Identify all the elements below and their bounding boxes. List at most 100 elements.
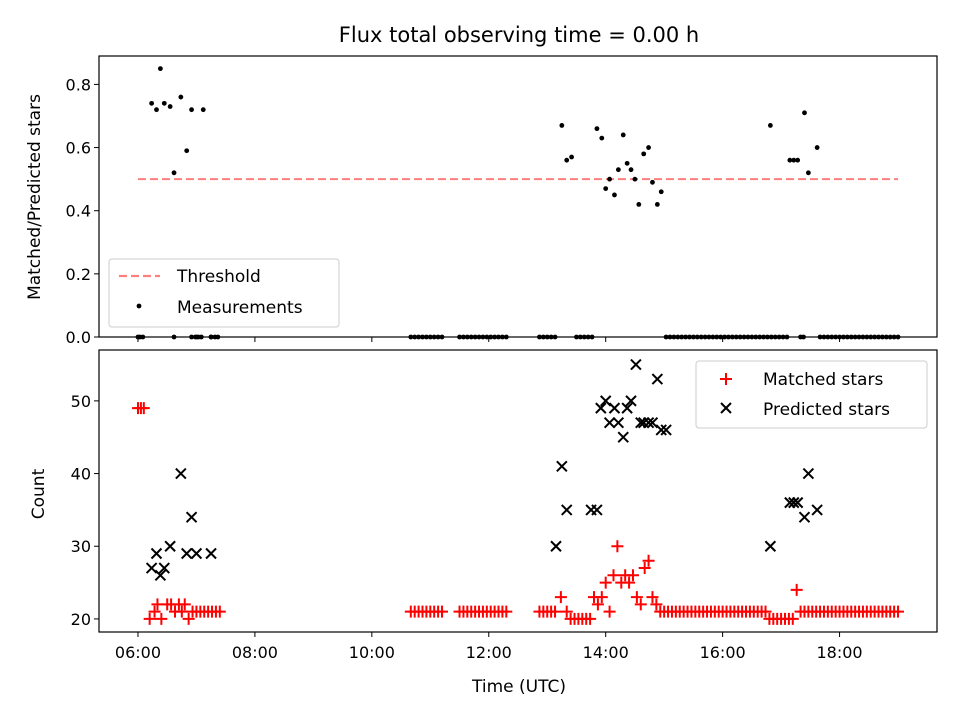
predicted-stars-marker — [164, 540, 176, 552]
matched-stars-marker — [584, 612, 597, 625]
bottom-y-tick-label: 20 — [71, 610, 91, 629]
measurement-point — [607, 176, 612, 182]
matched-stars-marker — [137, 402, 150, 415]
matched-stars-marker — [630, 591, 643, 604]
matched-stars-marker — [603, 605, 616, 618]
measurement-point — [167, 104, 173, 109]
matched-stars-marker — [549, 605, 562, 618]
matched-stars-marker — [638, 562, 651, 575]
predicted-stars-marker — [603, 416, 616, 429]
top-plot-panel: 0.00.20.40.60.8 Matched/Predicted stars … — [25, 55, 938, 347]
measurement-point — [603, 186, 609, 192]
predicted-stars-marker — [205, 547, 217, 560]
legend-matched-swatch — [720, 373, 732, 385]
measurement-point — [650, 179, 655, 185]
matched-stars-marker — [786, 612, 799, 625]
predicted-stars-marker — [642, 416, 655, 429]
measurement-point — [178, 94, 184, 100]
measurement-point — [200, 107, 206, 113]
predicted-stars-marker — [608, 402, 621, 414]
measurement-point — [654, 201, 660, 207]
top-y-tick-label: 0.8 — [66, 75, 91, 94]
predicted-stars-marker — [625, 395, 637, 407]
measurement-point — [184, 148, 190, 154]
legend-matched-label: Matched stars — [763, 370, 883, 390]
bottom-x-tick-label: 16:00 — [700, 643, 746, 662]
matched-stars-marker — [642, 554, 655, 567]
matched-stars-marker — [435, 605, 448, 618]
measurement-point — [791, 157, 797, 163]
matched-stars-marker — [143, 612, 156, 625]
predicted-stars-marker — [764, 540, 777, 552]
predicted-stars-marker — [180, 547, 193, 560]
predicted-stars-marker — [637, 416, 650, 429]
measurement-point — [564, 157, 570, 163]
matched-stars-marker — [790, 583, 803, 596]
measurement-point — [658, 189, 664, 195]
predicted-stars-marker — [185, 511, 198, 523]
measurement-point — [599, 135, 605, 141]
measurement-point — [787, 157, 793, 163]
measurement-point — [161, 100, 167, 106]
bottom-y-tick-label: 40 — [71, 465, 91, 484]
predicted-stars-marker — [175, 467, 187, 480]
matched-stars-marker — [623, 576, 636, 589]
predicted-stars-marker — [154, 569, 167, 582]
top-y-tick-label: 0.2 — [66, 265, 91, 284]
measurement-point — [628, 167, 634, 173]
x-axis-label: Time (UTC) — [471, 677, 566, 697]
chart-title: Flux total observing time = 0.00 h — [339, 23, 699, 47]
matched-stars-marker — [599, 576, 612, 589]
top-y-tick-label: 0.0 — [66, 328, 91, 347]
measurement-point — [802, 110, 807, 116]
predicted-stars-marker — [788, 496, 800, 509]
measurement-point — [805, 170, 811, 176]
predicted-stars-marker — [655, 424, 667, 436]
matched-stars-marker — [182, 612, 195, 625]
measurement-point — [594, 126, 600, 132]
matched-stars-marker — [892, 605, 905, 618]
matched-stars-marker — [611, 540, 624, 553]
predicted-stars-marker — [158, 562, 170, 574]
matched-stars-marker — [650, 598, 663, 611]
top-legend-box — [108, 258, 340, 328]
legend-measurements-swatch — [136, 303, 142, 309]
bottom-y-tick-label: 50 — [71, 392, 91, 411]
matched-stars-marker — [646, 591, 659, 604]
bottom-legend-box — [695, 360, 928, 429]
predicted-stars-marker — [145, 562, 158, 574]
measurement-point — [814, 145, 820, 150]
measurement-point — [795, 157, 801, 163]
predicted-stars-marker — [561, 504, 573, 516]
measurement-point — [632, 176, 638, 182]
matched-stars-marker — [607, 569, 620, 582]
matched-stars-marker — [634, 598, 647, 611]
bottom-x-tick-label: 06:00 — [115, 643, 161, 662]
measurement-point — [149, 100, 155, 106]
predicted-stars-marker — [550, 540, 562, 552]
matched-stars-marker — [759, 605, 772, 618]
predicted-stars-marker — [791, 496, 804, 509]
bottom-plot-panel: 20 30 40 50 06:00 08:00 10:00 12:00 14:00 16:00 1… — [29, 349, 938, 697]
matched-stars-marker — [560, 605, 573, 618]
predicted-stars-marker — [150, 547, 163, 560]
predicted-stars-marker — [660, 424, 672, 436]
measurement-point — [615, 167, 621, 173]
measurement-point — [189, 107, 194, 113]
predicted-stars-marker — [595, 402, 607, 414]
predicted-stars-marker — [617, 431, 629, 443]
top-y-axis-label: Matched/Predicted stars — [25, 94, 45, 300]
legend-predicted-label: Predicted stars — [763, 400, 890, 420]
measurement-point — [646, 145, 651, 150]
measurement-point — [641, 151, 647, 157]
top-y-tick-label: 0.6 — [66, 139, 91, 158]
bottom-y-tick-label: 30 — [71, 537, 91, 556]
measurement-point — [171, 170, 177, 176]
legend-predicted-swatch — [720, 402, 732, 414]
legend-measurements-label: Measurements — [177, 298, 303, 318]
matched-stars-marker — [178, 598, 191, 611]
measurement-point — [636, 201, 642, 207]
top-plot-frame — [98, 55, 938, 338]
top-y-ticks: 0.0 0.2 0.4 0.6 0.8 — [66, 75, 99, 347]
